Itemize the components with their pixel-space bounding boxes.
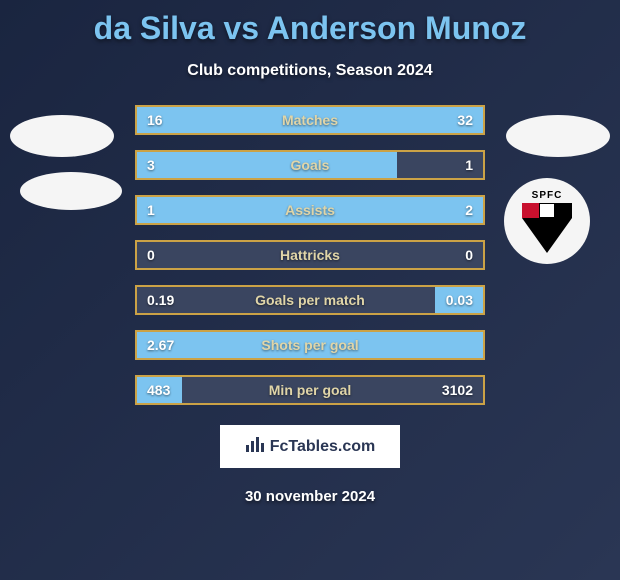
shield-red bbox=[522, 203, 539, 218]
stat-value-left: 2.67 bbox=[147, 337, 174, 353]
date: 30 november 2024 bbox=[245, 488, 375, 505]
stat-label: Goals bbox=[291, 157, 330, 173]
logo-shield bbox=[522, 203, 572, 253]
stat-label: Shots per goal bbox=[261, 337, 358, 353]
shield-bottom bbox=[522, 218, 572, 253]
stat-value-left: 1 bbox=[147, 202, 155, 218]
stat-label: Matches bbox=[282, 112, 338, 128]
stat-value-right: 0 bbox=[465, 247, 473, 263]
stat-label: Assists bbox=[285, 202, 335, 218]
stat-value-right: 3102 bbox=[442, 382, 473, 398]
main-container: da Silva vs Anderson Munoz Club competit… bbox=[0, 0, 620, 580]
stat-value-left: 16 bbox=[147, 112, 163, 128]
player-left-avatar-2 bbox=[20, 172, 122, 210]
subtitle: Club competitions, Season 2024 bbox=[187, 62, 432, 80]
stat-label: Min per goal bbox=[269, 382, 351, 398]
stat-value-left: 483 bbox=[147, 382, 170, 398]
stat-row-assists: 1 Assists 2 bbox=[135, 195, 485, 225]
player-right-avatar-1 bbox=[506, 115, 610, 157]
club-logo-right: SPFC bbox=[504, 178, 590, 264]
logo-text: SPFC bbox=[532, 190, 563, 201]
stat-row-matches: 16 Matches 32 bbox=[135, 105, 485, 135]
chart-icon bbox=[245, 435, 265, 458]
player-left-avatar-1 bbox=[10, 115, 114, 157]
page-title: da Silva vs Anderson Munoz bbox=[94, 10, 527, 47]
stat-label: Goals per match bbox=[255, 292, 365, 308]
stat-value-left: 0 bbox=[147, 247, 155, 263]
stat-row-goals-per-match: 0.19 Goals per match 0.03 bbox=[135, 285, 485, 315]
stat-label: Hattricks bbox=[280, 247, 340, 263]
stat-value-left: 0.19 bbox=[147, 292, 174, 308]
stat-value-right: 0.03 bbox=[446, 292, 473, 308]
watermark-text: FcTables.com bbox=[270, 438, 376, 456]
logo-inner: SPFC bbox=[510, 184, 584, 258]
stat-row-min-per-goal: 483 Min per goal 3102 bbox=[135, 375, 485, 405]
watermark[interactable]: FcTables.com bbox=[220, 425, 401, 468]
stat-value-left: 3 bbox=[147, 157, 155, 173]
stat-row-goals: 3 Goals 1 bbox=[135, 150, 485, 180]
shield-black bbox=[555, 203, 572, 218]
stat-value-right: 32 bbox=[457, 112, 473, 128]
stat-value-right: 1 bbox=[465, 157, 473, 173]
shield-top bbox=[522, 203, 572, 218]
stat-bar-left bbox=[137, 152, 397, 178]
stat-row-hattricks: 0 Hattricks 0 bbox=[135, 240, 485, 270]
stat-row-shots-per-goal: 2.67 Shots per goal bbox=[135, 330, 485, 360]
stat-value-right: 2 bbox=[465, 202, 473, 218]
shield-white bbox=[539, 203, 555, 218]
